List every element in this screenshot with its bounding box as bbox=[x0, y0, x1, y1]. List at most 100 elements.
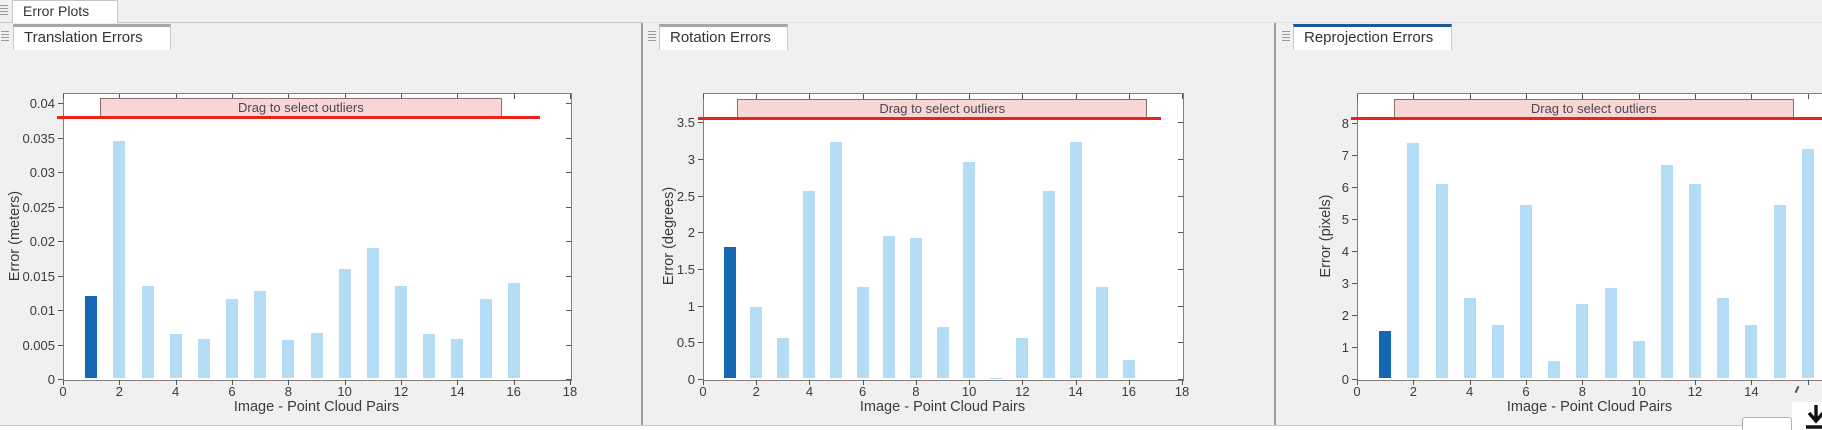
outlier-band[interactable]: Drag to select outliers bbox=[1393, 99, 1794, 119]
x-tick-mark bbox=[1638, 380, 1640, 385]
y-tick-mark bbox=[698, 305, 703, 307]
bar[interactable] bbox=[1576, 303, 1589, 378]
bar[interactable] bbox=[85, 296, 98, 378]
bar[interactable] bbox=[395, 285, 407, 378]
y-tick-label: 3.5 bbox=[676, 115, 695, 131]
bar[interactable] bbox=[141, 285, 154, 378]
bar[interactable] bbox=[1520, 204, 1532, 378]
y-tick-label: 3 bbox=[687, 152, 695, 167]
bar[interactable] bbox=[723, 247, 736, 378]
x-tick-mark bbox=[232, 94, 233, 99]
bar[interactable] bbox=[1042, 191, 1055, 378]
y-tick-label: 0.015 bbox=[22, 268, 55, 284]
bar[interactable] bbox=[226, 299, 238, 378]
x-axis-label: Image - Point Cloud Pairs bbox=[1506, 399, 1673, 415]
bar[interactable] bbox=[423, 333, 436, 378]
bar[interactable] bbox=[830, 142, 843, 378]
bar[interactable] bbox=[338, 268, 351, 378]
y-tick-mark bbox=[566, 103, 571, 105]
bar[interactable] bbox=[936, 326, 949, 378]
x-tick-label: 8 bbox=[284, 384, 292, 399]
x-tick-mark bbox=[1526, 380, 1527, 385]
drag-grip-icon[interactable] bbox=[0, 5, 8, 16]
bar[interactable] bbox=[1379, 331, 1392, 378]
bar[interactable] bbox=[113, 141, 126, 378]
bar[interactable] bbox=[1069, 142, 1082, 378]
drag-grip-icon[interactable] bbox=[648, 31, 656, 42]
bar[interactable] bbox=[1548, 361, 1561, 378]
bar[interactable] bbox=[1096, 287, 1109, 378]
bar[interactable] bbox=[1604, 287, 1617, 378]
bar[interactable] bbox=[254, 291, 267, 378]
panel-separator bbox=[641, 23, 643, 425]
x-tick-label: 16 bbox=[1121, 384, 1136, 399]
x-tick-mark bbox=[809, 380, 811, 385]
bar[interactable] bbox=[1491, 324, 1504, 378]
bar[interactable] bbox=[856, 287, 869, 378]
x-tick-mark bbox=[175, 380, 177, 385]
bar[interactable] bbox=[1407, 142, 1420, 378]
x-tick-mark bbox=[344, 380, 346, 385]
bar[interactable] bbox=[310, 332, 323, 378]
tab-error-plots[interactable]: Error Plots bbox=[12, 0, 118, 23]
bar[interactable] bbox=[1660, 164, 1673, 378]
x-tick-mark bbox=[1751, 94, 1753, 99]
tab-rotation-errors[interactable]: Rotation Errors bbox=[659, 24, 788, 50]
threshold-line[interactable] bbox=[697, 116, 1161, 120]
bar[interactable] bbox=[451, 339, 464, 378]
x-tick-mark bbox=[288, 380, 290, 385]
outlier-band[interactable]: Drag to select outliers bbox=[99, 98, 502, 118]
y-tick-mark bbox=[58, 379, 63, 380]
x-tick-mark bbox=[1469, 380, 1471, 385]
x-tick-mark bbox=[63, 94, 64, 99]
bar[interactable] bbox=[366, 248, 379, 378]
bar[interactable] bbox=[1773, 204, 1786, 378]
x-tick-mark bbox=[1582, 380, 1584, 385]
bar[interactable] bbox=[169, 333, 182, 378]
drag-grip-icon[interactable] bbox=[1, 31, 9, 42]
x-axis-label: Image - Point Cloud Pairs bbox=[859, 399, 1026, 415]
bar[interactable] bbox=[507, 282, 520, 378]
threshold-line[interactable] bbox=[57, 116, 541, 120]
bar[interactable] bbox=[1463, 297, 1476, 378]
tab-translation-errors[interactable]: Translation Errors bbox=[13, 24, 171, 50]
drag-grip-icon[interactable] bbox=[1282, 31, 1290, 42]
bar[interactable] bbox=[776, 337, 789, 378]
bar[interactable] bbox=[883, 236, 896, 378]
bar[interactable] bbox=[1435, 184, 1448, 378]
bar[interactable] bbox=[282, 340, 295, 378]
y-tick-mark bbox=[566, 275, 571, 277]
outlier-band[interactable]: Drag to select outliers bbox=[737, 98, 1148, 118]
bar[interactable] bbox=[1016, 337, 1029, 378]
y-tick-mark bbox=[1178, 195, 1183, 197]
y-tick-label: 2.5 bbox=[676, 188, 695, 204]
y-tick-mark bbox=[1352, 123, 1357, 125]
bar[interactable] bbox=[803, 191, 816, 378]
bar[interactable] bbox=[1122, 359, 1135, 378]
panel-separator bbox=[1274, 23, 1276, 425]
x-tick-label: 18 bbox=[562, 384, 578, 399]
bar[interactable] bbox=[479, 299, 492, 378]
y-tick-label: 4 bbox=[1341, 244, 1349, 260]
threshold-line[interactable] bbox=[1351, 117, 1822, 121]
bar[interactable] bbox=[750, 307, 763, 378]
bar[interactable] bbox=[1632, 340, 1645, 378]
y-tick-mark bbox=[698, 122, 703, 124]
bar[interactable] bbox=[909, 238, 922, 378]
bar[interactable] bbox=[1717, 297, 1730, 378]
y-tick-label: 0.035 bbox=[22, 130, 55, 146]
bar[interactable] bbox=[197, 339, 210, 378]
bar[interactable] bbox=[1745, 324, 1758, 378]
x-tick-mark bbox=[1357, 380, 1358, 385]
x-tick-mark bbox=[1182, 94, 1183, 99]
top-strip-border-faint bbox=[642, 22, 1822, 23]
x-tick-mark bbox=[1413, 380, 1415, 385]
y-tick-mark bbox=[1178, 269, 1183, 270]
bottom-mini-panel bbox=[1742, 417, 1792, 430]
bar[interactable] bbox=[1801, 148, 1814, 378]
bar[interactable] bbox=[963, 161, 976, 378]
tab-reprojection-errors[interactable]: Reprojection Errors bbox=[1293, 24, 1452, 50]
tab-reprojection-errors-label: Reprojection Errors bbox=[1304, 29, 1434, 46]
bar[interactable] bbox=[1689, 184, 1701, 378]
